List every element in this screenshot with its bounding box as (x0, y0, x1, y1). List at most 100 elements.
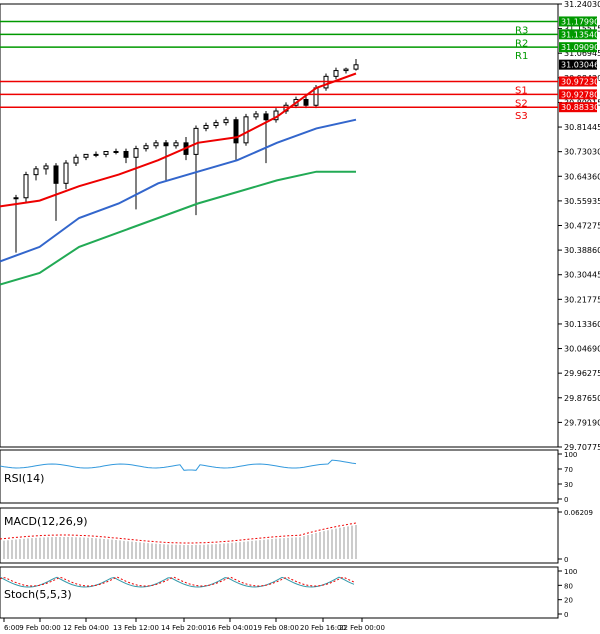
level-price-tag-bg (559, 76, 597, 87)
candle-body (223, 119, 229, 124)
price-tick-label: 31.06945 (564, 49, 600, 58)
level-price-tag: 30.97230 (561, 77, 599, 86)
candle-body (233, 119, 239, 144)
price-tick-label: 31.24030 (564, 0, 600, 9)
stoch-panel: 100 80 20 0 (0, 566, 577, 619)
rsi-line (0, 459, 357, 471)
time-tick-label: 14 Feb 20:00 (161, 624, 207, 632)
indicator-tick-label: 0 (564, 496, 568, 504)
level-price-tag-bg (559, 42, 597, 53)
level-name-s3: S3 (515, 111, 528, 122)
level-name-s1: S1 (515, 85, 528, 96)
candle-body (143, 145, 149, 150)
level-price-tag: 30.92780 (561, 90, 599, 99)
price-tick-label: 30.55935 (564, 197, 600, 206)
indicator-tick-label: 0 (564, 611, 568, 619)
price-tick-label: 30.47275 (564, 222, 600, 231)
indicator-tick-label: 0 (564, 556, 568, 564)
price-tick-label: 29.87650 (564, 394, 600, 403)
price-tick-label: 29.70775 (564, 443, 600, 452)
candle-body (133, 148, 139, 158)
price-tick-label: 30.04690 (564, 345, 600, 354)
candle-body (73, 156, 79, 164)
current-price-tag-bg (559, 59, 597, 70)
stoch-label: Stoch(5,5,3) (4, 588, 72, 601)
stoch-panel-frame (0, 566, 559, 619)
level-price-tag-bg (559, 29, 597, 40)
candle-body (343, 68, 349, 72)
level-price-tag-bg (559, 89, 597, 100)
price-tick-label: 29.96275 (564, 369, 600, 378)
time-tick-label: 20 Feb 16:00 (300, 624, 346, 632)
macd-label: MACD(12,26,9) (4, 515, 88, 528)
price-tick-label: 30.13360 (564, 320, 600, 329)
candle-body (173, 142, 179, 147)
macd-signal-line (0, 522, 357, 544)
indicator-tick-label: 80 (564, 582, 573, 590)
level-name-r2: R2 (515, 38, 528, 49)
candle-body (333, 70, 339, 77)
rsi-label: RSI(14) (4, 472, 44, 485)
time-tick-label: 22 Feb 00:00 (339, 624, 385, 632)
level-price-tag: 30.88330 (561, 103, 599, 112)
candle-body (123, 151, 129, 158)
candle-body (253, 113, 259, 118)
macd-panel: 0.06209 0 (0, 507, 593, 564)
candle-body (33, 168, 39, 176)
level-name-s2: S2 (515, 98, 528, 109)
indicator-tick-label: 100 (564, 568, 577, 576)
candle-body (23, 174, 29, 199)
candle-body (43, 165, 49, 170)
rsi-panel: 100 70 30 0 (0, 449, 577, 504)
candle-body (103, 151, 109, 155)
time-tick-label: 13 Feb 12:00 (113, 624, 159, 632)
candle-body (313, 87, 319, 106)
level-price-tag: 31.17990 (561, 17, 599, 26)
indicator-tick-label: 100 (564, 451, 577, 459)
indicator-tick-label: 70 (564, 466, 573, 474)
candle-body (53, 165, 59, 184)
time-tick-label: 9 Feb 00:00 (19, 624, 60, 632)
price-panel: 31.2403031.1551531.0694530.9843030.89915… (0, 0, 600, 452)
candle-body (113, 151, 119, 154)
candle-body (303, 98, 309, 106)
indicator-tick-label: 20 (564, 597, 573, 605)
candle-body (83, 153, 89, 158)
price-plot-frame (0, 3, 559, 448)
candle-body (93, 153, 99, 156)
level-name-r3: R3 (515, 25, 528, 36)
price-tick-label: 30.81445 (564, 123, 600, 132)
candle-body (353, 64, 359, 70)
time-tick-label: 12 Feb 04:00 (63, 624, 109, 632)
candle-body (213, 122, 219, 126)
time-tick-label: 6:00 (4, 624, 20, 632)
indicator-tick-label: 30 (564, 481, 573, 489)
price-tick-label: 30.21775 (564, 295, 600, 304)
level-price-tag-bg (559, 102, 597, 113)
level-name-r1: R1 (515, 51, 528, 62)
moving-average-line (0, 170, 356, 286)
rsi-panel-frame (0, 449, 559, 504)
candle-body (153, 142, 159, 147)
time-tick-label: 19 Feb 08:00 (253, 624, 299, 632)
candle-body (263, 113, 269, 121)
level-price-tag: 31.13540 (561, 30, 599, 39)
price-tick-label: 30.64360 (564, 172, 600, 181)
stoch-k-line (0, 576, 355, 588)
time-axis: 6:00 9 Feb 00:00 12 Feb 04:00 13 Feb 12:00 1… (3, 618, 385, 632)
current-price-tag: 31.03046 (561, 61, 599, 70)
candle-body (203, 124, 209, 129)
price-tick-label: 30.30445 (564, 271, 600, 280)
macd-panel-frame (0, 507, 559, 564)
candle-body (63, 162, 69, 184)
indicator-tick-label: 0.06209 (564, 509, 593, 517)
price-tick-label: 30.38860 (564, 246, 600, 255)
price-tick-label: 29.79190 (564, 418, 600, 427)
moving-average-line (0, 72, 357, 208)
level-price-tag-bg (559, 16, 597, 27)
price-tick-label: 31.15515 (564, 25, 600, 34)
moving-average-line (0, 118, 357, 263)
candle-body (193, 127, 199, 155)
candle-body (163, 142, 169, 147)
